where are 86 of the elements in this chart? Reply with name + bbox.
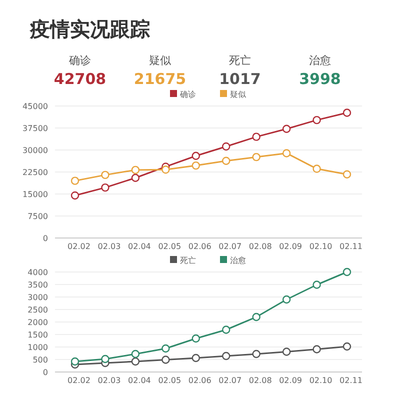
x-tick-label: 02.03 — [98, 376, 121, 385]
point — [131, 350, 140, 358]
x-tick-label: 02.04 — [128, 242, 151, 251]
y-tick-label: 0 — [42, 368, 48, 377]
point — [131, 174, 140, 182]
x-tick-label: 02.02 — [68, 242, 90, 251]
x-tick-label: 02.09 — [279, 242, 302, 251]
point — [282, 295, 291, 304]
y-tick-label: 22500 — [22, 168, 48, 177]
x-tick-label: 02.11 — [340, 376, 362, 385]
text: 治愈 — [309, 54, 331, 67]
x-tick-label: 02.11 — [340, 242, 362, 251]
x-tick-label: 02.10 — [309, 376, 332, 385]
point — [162, 356, 170, 364]
text: 疫情实况跟踪 — [29, 17, 150, 41]
x-tick-label: 02.04 — [128, 376, 151, 385]
y-tick-label: 2000 — [28, 318, 48, 327]
text: 21675 — [134, 70, 186, 88]
point — [70, 357, 80, 366]
point — [192, 161, 200, 170]
point — [342, 268, 352, 276]
x-tick-label: 02.03 — [98, 242, 121, 251]
point — [222, 156, 230, 165]
point — [282, 124, 291, 133]
point — [252, 350, 260, 358]
point — [282, 348, 291, 356]
point — [192, 152, 200, 160]
legend-label: 疑似 — [230, 90, 247, 99]
point — [222, 352, 230, 360]
x-tick-label: 02.02 — [68, 376, 90, 385]
point — [342, 170, 352, 178]
point — [312, 280, 321, 289]
point — [252, 132, 260, 141]
x-tick-label: 02.07 — [218, 376, 242, 385]
text: 确诊 — [68, 54, 91, 67]
y-tick-label: 4000 — [28, 268, 48, 277]
y-tick-label: 1000 — [28, 343, 48, 352]
y-tick-label: 1500 — [28, 330, 48, 340]
point — [70, 191, 80, 200]
x-tick-label: 02.05 — [158, 376, 182, 385]
x-tick-label: 02.09 — [279, 376, 302, 385]
y-tick-label: 2500 — [28, 306, 48, 314]
x-tick-label: 02.05 — [158, 242, 182, 251]
point — [101, 170, 110, 180]
point — [131, 357, 140, 366]
y-tick-label: 500 — [32, 356, 48, 364]
y-tick-label: 0 — [42, 234, 48, 243]
point — [222, 326, 230, 334]
point — [312, 345, 321, 354]
x-tick-label: 02.08 — [248, 242, 272, 251]
point — [192, 334, 200, 343]
text: 疑似 — [149, 54, 171, 67]
point — [252, 312, 260, 322]
legend-label: 死亡 — [180, 256, 196, 265]
point — [282, 149, 291, 158]
y-tick-label: 37500 — [22, 124, 48, 133]
x-tick-label: 02.07 — [218, 242, 242, 251]
x-tick-label: 02.06 — [188, 376, 212, 385]
point — [312, 164, 321, 173]
point — [131, 166, 140, 174]
point — [70, 176, 80, 185]
point — [222, 142, 230, 151]
point — [101, 354, 110, 364]
x-tick-label: 02.10 — [309, 242, 332, 251]
point — [342, 108, 352, 117]
point — [252, 152, 260, 162]
y-tick-label: 15000 — [22, 190, 48, 199]
legend-label: 治愈 — [230, 256, 246, 265]
x-tick-label: 02.06 — [188, 242, 212, 251]
point — [192, 354, 200, 362]
y-tick-label: 7500 — [28, 212, 48, 221]
text: 1017 — [219, 70, 261, 88]
y-tick-label: 3500 — [28, 280, 48, 290]
x-tick-label: 02.08 — [248, 376, 272, 385]
point — [162, 344, 170, 353]
point — [312, 116, 321, 124]
point — [342, 342, 352, 351]
y-tick-label: 45000 — [22, 102, 48, 111]
y-tick-label: 3000 — [28, 293, 48, 302]
text: 42708 — [54, 70, 106, 88]
point — [101, 183, 110, 192]
text: 死亡 — [229, 54, 251, 67]
point — [162, 166, 170, 174]
y-tick-label: 30000 — [22, 146, 48, 155]
text: 3998 — [299, 70, 341, 88]
legend-label: 确诊 — [179, 90, 196, 99]
